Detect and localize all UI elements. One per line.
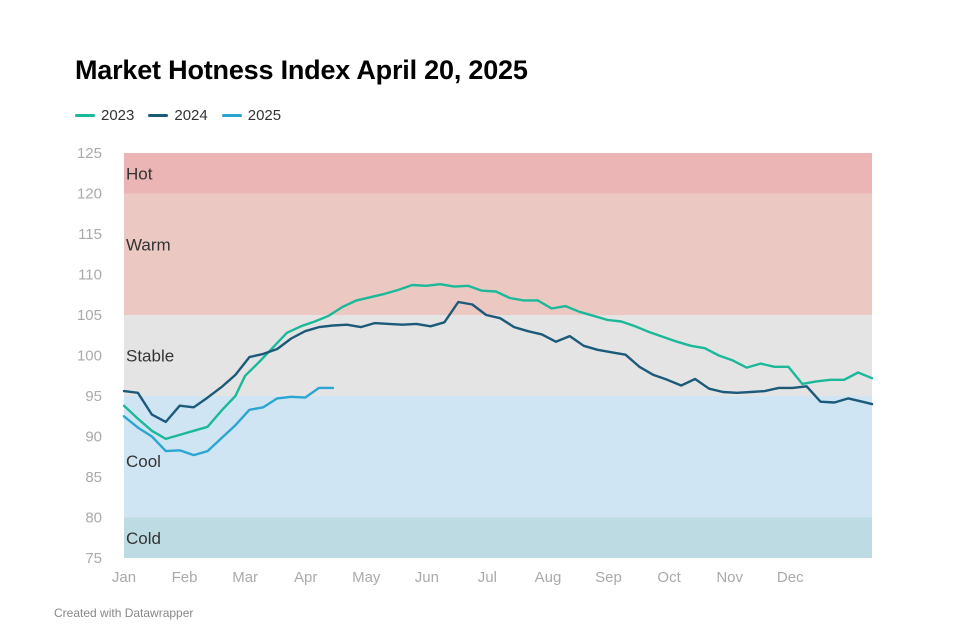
y-tick-label: 115 [78,226,102,243]
x-tick-label-dec: Dec [777,569,804,586]
y-tick-label: 100 [77,348,102,365]
x-axis-ticks: Jan Feb Mar Apr May Jun Jul Aug Sep Oct Nov Dec [112,569,804,586]
y-tick-label: 105 [77,307,102,324]
legend-swatch-2023 [75,114,95,117]
legend-item-2024: 2024 [148,107,208,124]
legend: 2023 2024 2025 [75,107,281,124]
band-hot [124,153,872,194]
series-line-2024 [122,300,874,424]
band-label-cold: Cold [126,529,161,548]
x-tick-label-jan: Jan [112,569,136,586]
x-tick-label-oct: Oct [657,569,681,586]
legend-item-2025: 2025 [221,107,282,124]
credit-footer: Created with Datawrapper [54,606,194,620]
y-axis-ticks: 75 80 85 90 95 100 105 110 115 120 125 [77,145,102,567]
y-tick-label: 95 [85,388,102,405]
y-tick-label: 125 [77,145,102,162]
band-label-cool: Cool [126,452,161,471]
y-tick-label: 80 [85,510,102,527]
series-line-2023 [122,283,874,441]
series-lines [122,283,874,457]
x-tick-label-jul: Jul [478,569,497,586]
x-tick-label-jun: Jun [415,569,439,586]
y-tick-label: 85 [85,469,102,486]
legend-swatch-2025 [221,114,242,117]
legend-label-2024: 2024 [174,107,208,124]
x-tick-label-aug: Aug [535,569,562,586]
band-cool [124,396,872,518]
band-label-hot: Hot [126,164,153,183]
x-tick-label-sep: Sep [595,569,622,586]
legend-item-2023: 2023 [75,107,134,124]
band-label-stable: Stable [126,347,174,366]
x-tick-label-may: May [352,569,381,586]
zone-labels: Hot Warm Stable Cool Cold [126,164,174,548]
legend-label-2023: 2023 [101,107,135,124]
legend-label-2025: 2025 [247,107,282,124]
x-tick-label-feb: Feb [172,569,198,586]
band-cold [124,517,872,558]
chart-title: Market Hotness Index April 20, 2025 [75,55,528,85]
band-warm [124,193,872,315]
y-tick-label: 90 [85,429,102,446]
legend-swatch-2024 [148,114,169,117]
y-tick-label: 120 [77,186,102,203]
y-tick-label: 75 [85,550,102,567]
y-tick-label: 110 [78,267,102,284]
band-stable [124,315,872,396]
x-tick-label-mar: Mar [232,569,258,586]
x-tick-label-nov: Nov [716,569,743,586]
x-tick-label-apr: Apr [294,569,317,586]
series-line-2025 [122,386,335,457]
zone-bands [124,153,872,558]
band-label-warm: Warm [126,236,171,255]
